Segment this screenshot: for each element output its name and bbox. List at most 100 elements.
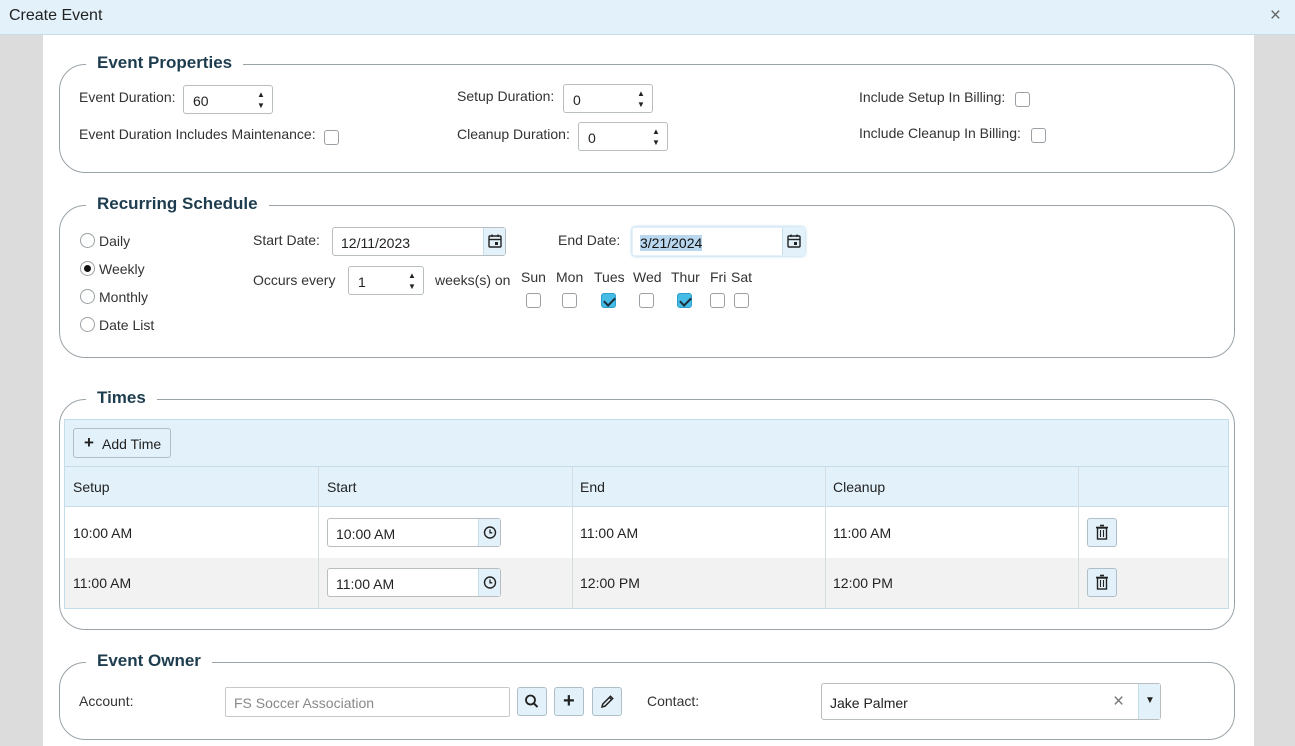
occurs-every-stepper[interactable]: 1 ▲ ▼ [348, 266, 424, 295]
section-legend: Event Properties [86, 53, 244, 73]
day-sun-checkbox[interactable] [526, 293, 541, 308]
delete-row-button[interactable] [1087, 518, 1117, 547]
weeks-on-label: weeks(s) on [435, 272, 511, 288]
event-duration-value: 60 [193, 93, 209, 109]
occurs-every-value: 1 [358, 274, 366, 290]
calendar-icon[interactable] [782, 228, 804, 255]
times-grid: + Add Time Setup Start End Cleanup 10:00… [64, 419, 1229, 609]
day-mon-checkbox[interactable] [562, 293, 577, 308]
contact-label: Contact: [647, 693, 700, 709]
account-input[interactable]: FS Soccer Association [225, 687, 510, 717]
day-sat-checkbox[interactable] [734, 293, 749, 308]
dialog-body: Event Properties Event Duration: 60 ▲ ▼ … [43, 35, 1254, 746]
setup-duration-stepper[interactable]: 0 ▲ ▼ [563, 84, 653, 113]
day-fri-label: Fri [710, 269, 727, 285]
stepper-buttons[interactable]: ▲ ▼ [645, 123, 667, 150]
chevron-up-icon[interactable]: ▲ [257, 90, 265, 99]
search-icon [525, 694, 539, 708]
column-header-end[interactable]: End [580, 479, 605, 495]
day-wed-checkbox[interactable] [639, 293, 654, 308]
times-section: Times + Add Time Setup Start End Cleanup… [59, 388, 1235, 630]
column-divider [1078, 467, 1079, 609]
start-date-picker[interactable]: 12/11/2023 [332, 227, 506, 256]
section-legend: Recurring Schedule [86, 194, 269, 214]
section-legend: Event Owner [86, 651, 212, 671]
contact-select[interactable]: Jake Palmer × ▼ [821, 683, 1161, 720]
dropdown-toggle[interactable]: ▼ [1138, 684, 1160, 719]
column-header-cleanup[interactable]: Cleanup [833, 479, 886, 495]
column-divider [825, 467, 826, 609]
trash-icon [1096, 574, 1108, 590]
row-end: 12:00 PM [580, 575, 640, 591]
stepper-buttons[interactable]: ▲ ▼ [630, 85, 652, 112]
account-label: Account: [79, 693, 134, 709]
table-row: 10:00 AM 10:00 AM 11:00 AM 11:00 AM [65, 508, 1228, 558]
chevron-up-icon[interactable]: ▲ [637, 89, 645, 98]
edit-account-button[interactable] [592, 687, 622, 716]
day-tues-checkbox[interactable] [601, 293, 616, 308]
event-duration-stepper[interactable]: 60 ▲ ▼ [183, 85, 273, 114]
clear-icon[interactable]: × [1113, 691, 1125, 712]
radio-monthly-label: Monthly [99, 289, 149, 305]
radio-daily-label: Daily [99, 233, 131, 249]
row-setup: 11:00 AM [73, 575, 132, 591]
row-end: 11:00 AM [580, 525, 639, 541]
section-legend: Times [86, 388, 157, 408]
include-cleanup-billing-label: Include Cleanup In Billing: [859, 125, 1021, 141]
dialog-titlebar: Create Event × [0, 0, 1295, 35]
radio-date-list[interactable] [80, 317, 95, 332]
add-time-button[interactable]: + Add Time [73, 428, 171, 458]
chevron-down-icon[interactable]: ▼ [257, 101, 265, 110]
cleanup-duration-label: Cleanup Duration: [457, 126, 570, 142]
account-search-button[interactable] [517, 687, 547, 716]
radio-weekly-label: Weekly [99, 261, 145, 277]
radio-weekly[interactable] [80, 261, 95, 276]
radio-date-list-label: Date List [99, 317, 155, 333]
include-setup-billing-checkbox[interactable] [1015, 92, 1030, 107]
chevron-down-icon[interactable]: ▼ [652, 138, 660, 147]
plus-icon: + [563, 690, 575, 712]
start-time-picker[interactable]: 10:00 AM [327, 518, 501, 547]
column-divider [572, 467, 573, 609]
calendar-icon[interactable] [483, 228, 505, 255]
duration-includes-maintenance-checkbox[interactable] [324, 130, 339, 145]
contact-value: Jake Palmer [830, 695, 908, 711]
day-thur-checkbox[interactable] [677, 293, 692, 308]
setup-duration-label: Setup Duration: [457, 88, 555, 104]
column-header-start[interactable]: Start [327, 479, 357, 495]
row-setup: 10:00 AM [73, 525, 133, 541]
trash-icon [1096, 524, 1108, 540]
start-date-value: 12/11/2023 [341, 235, 411, 251]
account-placeholder: FS Soccer Association [234, 695, 375, 711]
close-icon[interactable]: × [1269, 5, 1281, 26]
day-wed-label: Wed [633, 269, 662, 285]
duration-includes-maintenance-label: Event Duration Includes Maintenance: [79, 126, 316, 142]
day-thur-label: Thur [671, 269, 700, 285]
dialog-title: Create Event [9, 7, 103, 24]
delete-row-button[interactable] [1087, 568, 1117, 597]
chevron-down-icon[interactable]: ▼ [637, 100, 645, 109]
radio-monthly[interactable] [80, 289, 95, 304]
day-tues-label: Tues [594, 269, 625, 285]
chevron-down-icon[interactable]: ▼ [408, 282, 416, 291]
stepper-buttons[interactable]: ▲ ▼ [401, 267, 423, 294]
day-mon-label: Mon [556, 269, 584, 285]
column-header-setup[interactable]: Setup [73, 479, 110, 495]
chevron-up-icon[interactable]: ▲ [652, 127, 660, 136]
grid-header: Setup Start End Cleanup [65, 467, 1228, 507]
plus-icon: + [84, 433, 94, 452]
include-cleanup-billing-checkbox[interactable] [1031, 128, 1046, 143]
chevron-up-icon[interactable]: ▲ [408, 271, 416, 280]
add-account-button[interactable]: + [554, 687, 584, 716]
day-fri-checkbox[interactable] [710, 293, 725, 308]
cleanup-duration-stepper[interactable]: 0 ▲ ▼ [578, 122, 668, 151]
radio-daily[interactable] [80, 233, 95, 248]
clock-icon[interactable] [478, 569, 500, 596]
stepper-buttons[interactable]: ▲ ▼ [250, 86, 272, 113]
start-time-picker[interactable]: 11:00 AM [327, 568, 501, 597]
row-cleanup: 11:00 AM [833, 525, 892, 541]
cleanup-duration-value: 0 [588, 130, 596, 146]
row-cleanup: 12:00 PM [833, 575, 893, 591]
end-date-picker[interactable]: 3/21/2024 [632, 227, 805, 256]
clock-icon[interactable] [478, 519, 500, 546]
